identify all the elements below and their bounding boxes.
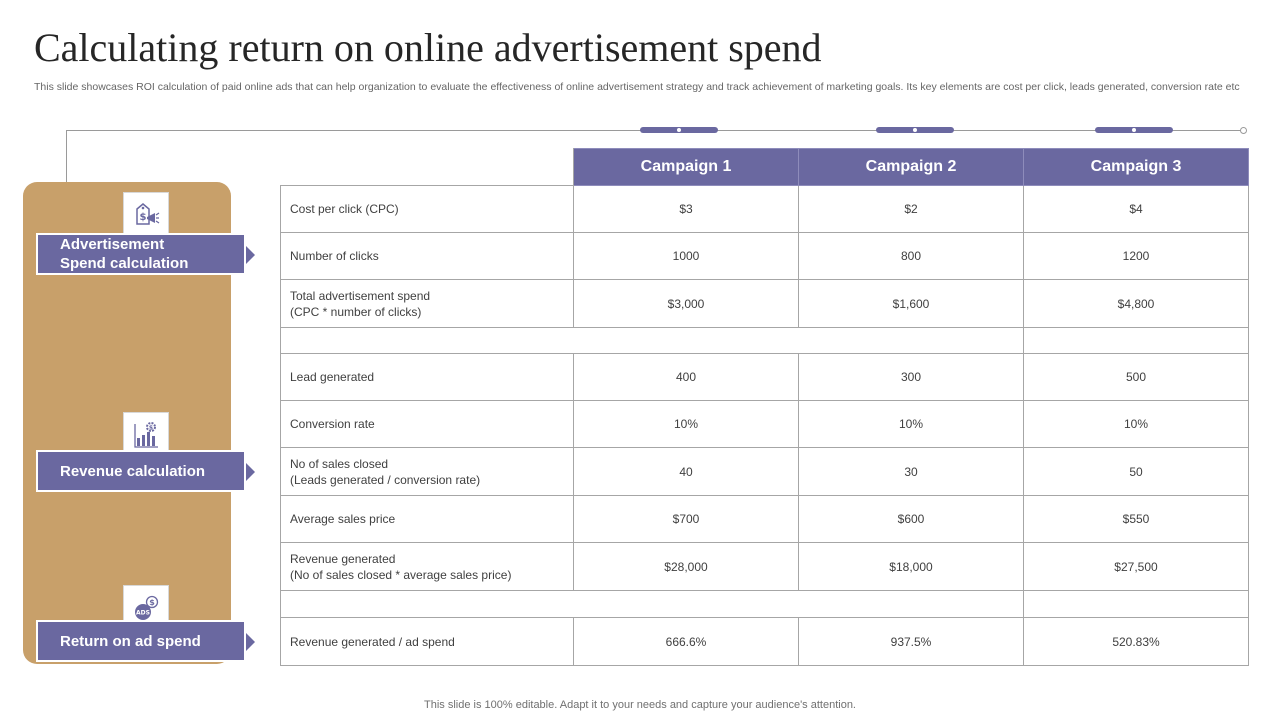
table-cell: 300 (798, 353, 1024, 401)
table-cell: 1200 (1023, 232, 1249, 280)
footer-note: This slide is 100% editable. Adapt it to… (424, 699, 856, 711)
timeline-connector (66, 130, 67, 182)
table-row: Conversion rate 10% 10% 10% (280, 400, 1249, 448)
row-label-line1: No of sales closed (290, 456, 389, 471)
row-label: Total advertisement spend (CPC * number … (280, 279, 574, 328)
table-cell: $3,000 (573, 279, 799, 328)
table-row: Cost per click (CPC) $3 $2 $4 (280, 185, 1249, 233)
row-label-line1: Revenue generated (290, 551, 396, 566)
timeline-end-dot (1240, 127, 1247, 134)
table-cell: 10% (573, 400, 799, 448)
table-cell: 666.6% (573, 617, 799, 666)
svg-text:$: $ (149, 425, 153, 432)
page-title: Calculating return on online advertiseme… (34, 25, 822, 70)
table-row: Lead generated 400 300 500 (280, 353, 1249, 401)
row-label: Conversion rate (280, 400, 574, 448)
table-spacer-cell (280, 327, 1024, 354)
table-cell: 40 (573, 447, 799, 496)
table-cell: 400 (573, 353, 799, 401)
section-return-on-ad-spend: Return on ad spend (36, 620, 255, 662)
table-row: No of sales closed (Leads generated / co… (280, 447, 1249, 496)
table-cell: $4,800 (1023, 279, 1249, 328)
table-spacer-cell (280, 590, 1024, 618)
svg-text:ADS: ADS (136, 610, 150, 617)
row-label: Cost per click (CPC) (280, 185, 574, 233)
table-spacer-row (280, 590, 1249, 618)
table-row: Average sales price $700 $600 $550 (280, 495, 1249, 543)
section-revenue-calculation: Revenue calculation (36, 450, 255, 492)
svg-text:$: $ (149, 598, 155, 607)
row-label: Number of clicks (280, 232, 574, 280)
table-cell: $1,600 (798, 279, 1024, 328)
table-cell: 500 (1023, 353, 1249, 401)
table-cell: $27,500 (1023, 542, 1249, 591)
table-header-row: Campaign 1 Campaign 2 Campaign 3 (280, 148, 1249, 186)
row-label: Average sales price (280, 495, 574, 543)
table-cell: $700 (573, 495, 799, 543)
section-advertisement-spend: Advertisement Spend calculation (36, 233, 255, 275)
table-cell: $2 (798, 185, 1024, 233)
section-label-line2: Spend calculation (60, 255, 189, 272)
table-header-blank (280, 148, 574, 186)
campaign-2-marker (876, 127, 954, 133)
table-spacer-row (280, 327, 1249, 354)
row-label-line2: (Leads generated / conversion rate) (290, 472, 481, 487)
section-label: Revenue calculation (60, 462, 206, 480)
section-label: Return on ad spend (60, 632, 201, 650)
table-cell: $18,000 (798, 542, 1024, 591)
roi-table: Campaign 1 Campaign 2 Campaign 3 Cost pe… (280, 148, 1249, 666)
svg-text:$: $ (140, 212, 147, 223)
table-cell: 937.5% (798, 617, 1024, 666)
table-cell: 520.83% (1023, 617, 1249, 666)
table-cell: 800 (798, 232, 1024, 280)
row-label: Revenue generated / ad spend (280, 617, 574, 666)
table-cell: $3 (573, 185, 799, 233)
table-spacer-cell (1023, 590, 1249, 618)
row-label: No of sales closed (Leads generated / co… (280, 447, 574, 496)
page-subtitle: This slide showcases ROI calculation of … (34, 81, 1240, 93)
table-spacer-cell (1023, 327, 1249, 354)
table-cell: 10% (1023, 400, 1249, 448)
table-cell: $4 (1023, 185, 1249, 233)
table-cell: $550 (1023, 495, 1249, 543)
table-header-campaign-2: Campaign 2 (798, 148, 1024, 186)
row-label-line1: Total advertisement spend (290, 288, 431, 303)
table-row: Revenue generated / ad spend 666.6% 937.… (280, 617, 1249, 666)
table-cell: $600 (798, 495, 1024, 543)
table-cell: 50 (1023, 447, 1249, 496)
table-row: Total advertisement spend (CPC * number … (280, 279, 1249, 328)
table-row: Revenue generated (No of sales closed * … (280, 542, 1249, 591)
table-header-campaign-3: Campaign 3 (1023, 148, 1249, 186)
row-label: Revenue generated (No of sales closed * … (280, 542, 574, 591)
table-cell: 30 (798, 447, 1024, 496)
row-label: Lead generated (280, 353, 574, 401)
dollar-tag-megaphone-icon: $ (123, 192, 169, 238)
table-cell: 10% (798, 400, 1024, 448)
row-label-line2: (CPC * number of clicks) (290, 304, 422, 319)
table-cell: $28,000 (573, 542, 799, 591)
table-header-campaign-1: Campaign 1 (573, 148, 799, 186)
campaign-3-marker (1095, 127, 1173, 133)
table-cell: 1000 (573, 232, 799, 280)
section-label-line1: Advertisement (60, 236, 165, 253)
table-row: Number of clicks 1000 800 1200 (280, 232, 1249, 280)
campaign-1-marker (640, 127, 718, 133)
row-label-line2: (No of sales closed * average sales pric… (290, 567, 512, 582)
